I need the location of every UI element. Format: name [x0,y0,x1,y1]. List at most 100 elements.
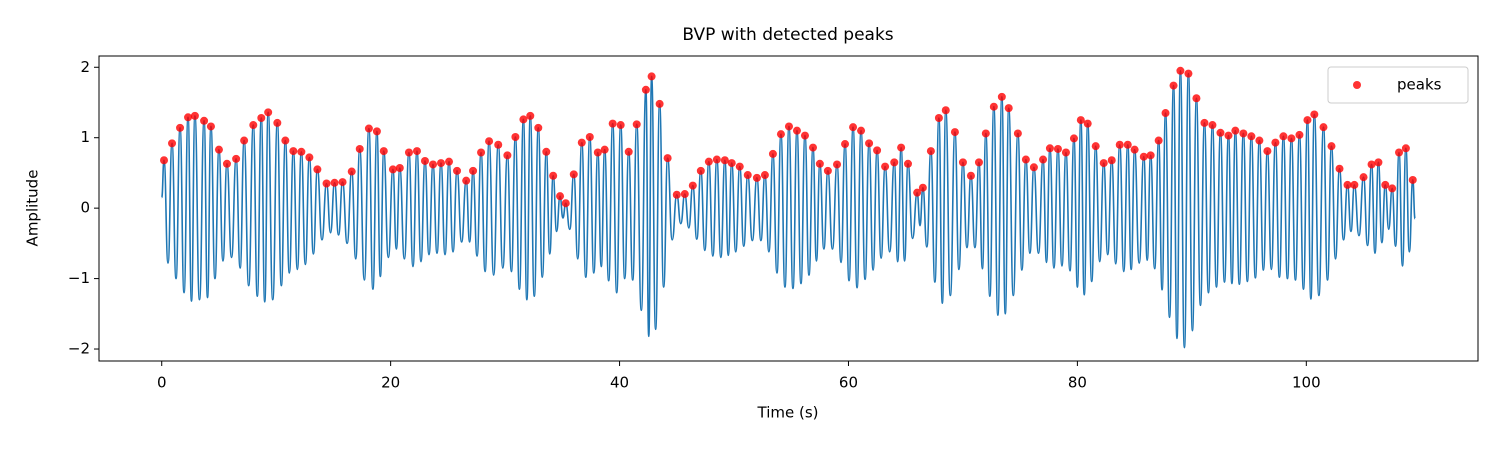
peak-marker [1053,144,1062,153]
peak-marker [655,99,664,108]
peak-marker [1045,144,1054,153]
peak-marker [624,147,633,156]
y-tick-label: −2 [68,340,90,358]
x-tick-label: 0 [157,374,167,392]
x-axis-label: Time (s) [757,404,819,422]
peak-marker [1004,104,1013,113]
peak-marker [1061,148,1070,157]
legend-box [1327,66,1469,104]
peak-marker [264,108,273,117]
peak-marker [966,171,975,180]
peak-marker [1208,121,1217,130]
peak-marker [1169,81,1178,90]
peak-marker [1310,110,1319,119]
peak-marker [1139,152,1148,161]
peak-marker [1401,144,1410,153]
peak-marker [593,148,602,157]
peak-marker [511,133,520,142]
peak-marker [792,126,801,135]
peak-marker [1200,118,1209,127]
peak-marker [1303,116,1312,125]
peak-marker [1374,158,1383,167]
peak-marker [477,148,486,157]
peak-marker [647,72,656,81]
peak-marker [903,159,912,168]
peak-marker [1327,142,1336,151]
peak-marker [372,127,381,136]
y-axis-label: Amplitude [24,170,42,247]
peak-marker [561,199,570,208]
peak-marker [347,167,356,176]
peak-marker [934,113,943,122]
peak-marker [485,137,494,146]
peak-marker [1381,180,1390,189]
peak-marker [469,166,478,175]
peak-marker [784,122,793,131]
peak-marker [1083,119,1092,128]
peak-marker [1184,69,1193,78]
peak-marker [297,147,306,156]
peak-marker [950,128,959,137]
peak-marker [379,147,388,156]
peak-marker [404,148,413,157]
peak-marker [1231,126,1240,135]
peak-marker [462,176,471,185]
x-tick-label: 20 [381,374,400,392]
peak-marker [585,133,594,142]
peak-marker [494,140,503,149]
peak-marker [556,192,565,201]
peak-marker [313,165,322,174]
legend-marker [1353,81,1361,89]
axes-frame [98,55,1479,362]
peak-marker [176,123,185,132]
peak-marker [958,158,967,167]
peak-marker [519,115,528,124]
peak-marker [1099,159,1108,168]
peak-marker [865,139,874,148]
peak-marker [704,157,713,166]
peak-marker [222,159,231,168]
peak-marker [1107,156,1116,165]
peak-marker [1224,131,1233,140]
peak-marker [1408,175,1417,184]
peak-marker [997,92,1006,101]
peak-marker [1029,163,1038,172]
chart-title: BVP with detected peaks [682,25,893,45]
peak-marker [1013,129,1022,138]
legend-label: peaks [1397,76,1442,94]
peak-marker [833,160,842,169]
peak-marker [1359,173,1368,182]
peak-marker [1255,136,1264,145]
peak-marker [1146,151,1155,160]
peak-marker [1295,130,1304,139]
peak-marker [534,123,543,132]
peak-marker [849,123,858,132]
peak-marker [1343,180,1352,189]
peak-marker [1192,94,1201,103]
peak-marker [388,165,397,174]
peak-marker [338,178,347,187]
peak-marker [420,156,429,165]
peak-marker [752,173,761,182]
peak-marker [735,162,744,171]
peak-marker [974,158,983,167]
peak-marker [712,155,721,164]
peak-marker [616,121,625,130]
peak-marker [1287,134,1296,143]
peak-marker [577,138,586,147]
peak-marker [322,179,331,188]
peak-marker [641,85,650,94]
peak-marker [281,136,290,145]
peak-marker [453,166,462,175]
peak-marker [428,160,437,169]
peak-marker [696,166,705,175]
peak-marker [913,188,922,197]
y-tick-label: 2 [80,58,90,76]
peak-marker [688,181,697,190]
peak-marker [200,116,209,125]
peak-marker [395,163,404,172]
peak-marker [727,159,736,168]
x-tick-label: 80 [1068,374,1087,392]
peak-marker [412,147,421,156]
